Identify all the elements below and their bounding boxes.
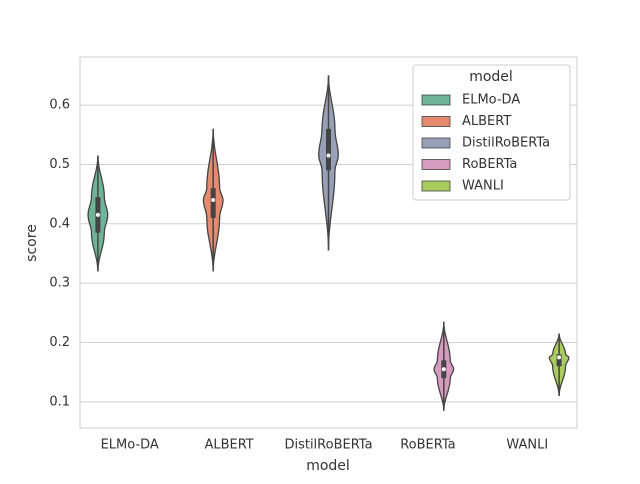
y-tick-label: 0.1: [49, 394, 70, 409]
legend-box: [412, 64, 571, 201]
x-axis-label: model: [306, 458, 350, 474]
legend-swatch: [421, 116, 451, 127]
median-dot: [95, 212, 100, 217]
x-tick-label: WANLI: [506, 438, 548, 453]
y-tick-label: 0.6: [49, 98, 70, 113]
legend-swatch: [421, 159, 451, 170]
median-dot: [557, 355, 562, 360]
y-tick-label: 0.3: [49, 276, 70, 291]
x-tick-label: ELMo-DA: [101, 438, 159, 453]
y-axis-label: score: [24, 224, 40, 262]
median-dot: [441, 367, 446, 372]
legend: model: [412, 64, 571, 201]
legend-label: WANLI: [462, 179, 504, 194]
median-dot: [326, 153, 331, 158]
x-tick-label: DistilRoBERTa: [284, 438, 372, 453]
marks: [87, 75, 570, 411]
legend-label: ALBERT: [462, 114, 511, 129]
median-dot: [211, 198, 216, 203]
legend-swatch: [421, 180, 451, 192]
y-tick-label: 0.5: [49, 157, 70, 172]
legend-label: DistilRoBERTa: [462, 136, 550, 151]
legend-label: ELMo-DA: [462, 93, 520, 108]
legend-title: model: [469, 69, 513, 85]
y-tick-label: 0.4: [49, 216, 70, 231]
y-tick-label: 0.2: [49, 335, 70, 350]
legend-swatch: [421, 94, 451, 106]
legend-swatch: [421, 137, 451, 149]
legend-label: RoBERTa: [462, 157, 517, 172]
x-tick-label: ALBERT: [204, 438, 253, 453]
x-tick-label: RoBERTa: [400, 438, 455, 453]
